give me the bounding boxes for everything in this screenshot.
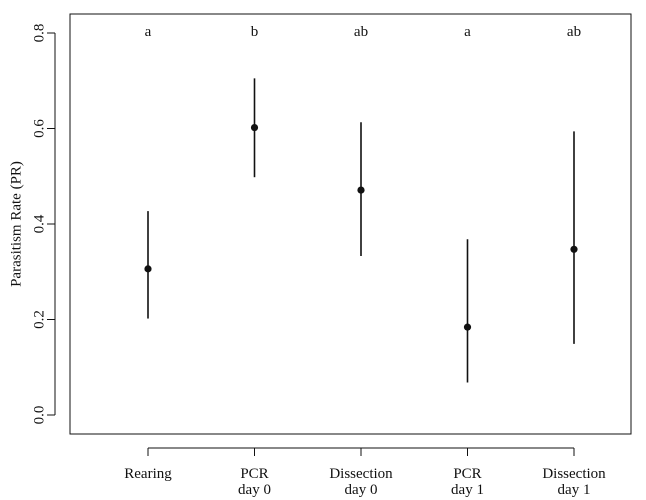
- significance-letter: a: [464, 24, 471, 40]
- y-tick-label: 0.4: [31, 214, 47, 233]
- y-tick-label: 0.8: [31, 24, 47, 43]
- x-category-label: Dissection: [542, 466, 606, 482]
- significance-letter: ab: [567, 24, 581, 40]
- significance-letter: ab: [354, 24, 368, 40]
- x-category-label: PCR: [453, 466, 481, 482]
- data-point: [570, 245, 578, 253]
- y-tick-label: 0.6: [31, 119, 47, 138]
- data-point: [357, 186, 365, 194]
- significance-letter: a: [145, 24, 152, 40]
- y-axis-title: Parasitism Rate (PR): [8, 161, 24, 287]
- x-category-label: day 0: [345, 482, 378, 498]
- y-tick-label: 0.2: [31, 310, 47, 329]
- x-category-label: Rearing: [124, 466, 172, 482]
- x-category-label: day 0: [238, 482, 271, 498]
- significance-letter: b: [251, 24, 259, 40]
- y-tick-label: 0.0: [31, 406, 47, 425]
- x-category-label: day 1: [558, 482, 591, 498]
- x-category-label: Dissection: [329, 466, 393, 482]
- data-point: [463, 323, 472, 331]
- plot-frame: [69, 13, 632, 435]
- x-category-label: PCR: [240, 466, 268, 482]
- x-category-label: day 1: [451, 482, 484, 498]
- data-point: [144, 265, 152, 273]
- data-point: [250, 123, 259, 132]
